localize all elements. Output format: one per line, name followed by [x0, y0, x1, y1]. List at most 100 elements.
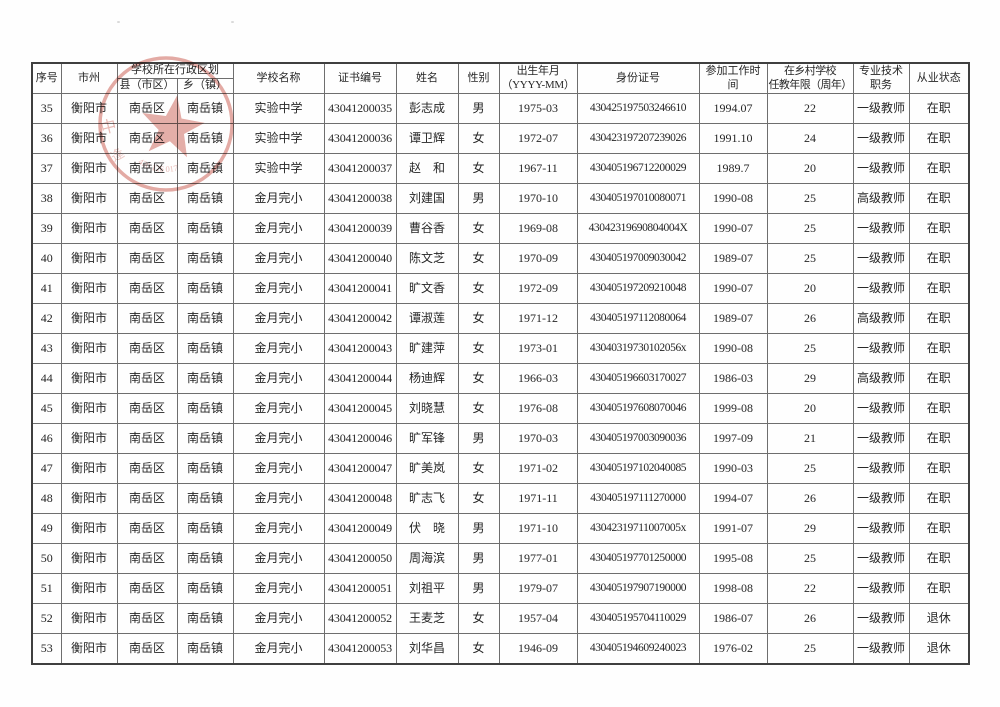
cell-title: 高级教师 — [852, 183, 910, 214]
table-row: 44 衡阳市 南岳区 南岳镇 金月完小 43041200044 杨迪辉女 1966-03 430… — [31, 363, 970, 394]
cell-years: 20 — [766, 153, 854, 184]
cell-years: 25 — [766, 333, 854, 364]
cell-town: 南岳镇 — [176, 453, 234, 484]
cell-work-start: 1990-08 — [698, 333, 768, 364]
header-index: 序号 — [31, 62, 62, 94]
cell-id-no: 430405197209210048 — [576, 273, 700, 304]
cell-town: 南岳镇 — [176, 603, 234, 634]
cell-id-no: 430405197010080071 — [576, 183, 700, 214]
cell-county: 南岳区 — [116, 363, 178, 394]
cell-id-no: 430405197701250000 — [576, 543, 700, 574]
cell-birth: 1969-08 — [498, 213, 578, 244]
cell-years: 29 — [766, 513, 854, 544]
cell-title: 一级教师 — [852, 633, 910, 665]
header-admin-division: 学校所在行政区划 — [116, 62, 234, 79]
cell-years: 24 — [766, 123, 854, 154]
cell-county: 南岳区 — [116, 543, 178, 574]
cell-gender: 男 — [457, 573, 500, 604]
cell-status: 退休 — [908, 603, 970, 634]
cell-school: 实验中学 — [232, 93, 325, 124]
cell-school: 实验中学 — [232, 153, 325, 184]
cell-status: 在职 — [908, 213, 970, 244]
cell-school: 金月完小 — [232, 243, 325, 274]
cell-city: 衡阳市 — [60, 333, 118, 364]
cell-years: 25 — [766, 633, 854, 665]
cell-work-start: 1990-07 — [698, 273, 768, 304]
cell-work-start: 1994.07 — [698, 93, 768, 124]
cell-name: 旷军锋 — [395, 423, 459, 454]
cell-title: 一级教师 — [852, 423, 910, 454]
table-row: 40 衡阳市 南岳区 南岳镇 金月完小 43041200040 陈文芝女 1970-09 430… — [31, 243, 970, 274]
cell-cert-no: 43041200038 — [323, 183, 397, 214]
table-row: 46 衡阳市 南岳区 南岳镇 金月完小 43041200046 旷军锋男 1970-03 430… — [31, 423, 970, 454]
cell-gender: 女 — [457, 363, 500, 394]
cell-title: 一级教师 — [852, 153, 910, 184]
cell-id-no: 43042319690804004X — [576, 213, 700, 244]
cell-birth: 1970-03 — [498, 423, 578, 454]
cell-cert-no: 43041200040 — [323, 243, 397, 274]
cell-years: 20 — [766, 393, 854, 424]
cell-gender: 女 — [457, 453, 500, 484]
cell-gender: 女 — [457, 483, 500, 514]
cell-town: 南岳镇 — [176, 153, 234, 184]
cell-gender: 女 — [457, 603, 500, 634]
cell-title: 一级教师 — [852, 513, 910, 544]
cell-name: 刘建国 — [395, 183, 459, 214]
cell-name: 旷志飞 — [395, 483, 459, 514]
cell-title: 高级教师 — [852, 363, 910, 394]
cell-city: 衡阳市 — [60, 213, 118, 244]
table-row: 48 衡阳市 南岳区 南岳镇 金月完小 43041200048 旷志飞女 1971-11 430… — [31, 483, 970, 514]
cell-years: 29 — [766, 363, 854, 394]
cell-county: 南岳区 — [116, 153, 178, 184]
cell-birth: 1973-01 — [498, 333, 578, 364]
cell-school: 金月完小 — [232, 483, 325, 514]
cell-index: 45 — [31, 393, 62, 424]
cell-county: 南岳区 — [116, 573, 178, 604]
cell-town: 南岳镇 — [176, 123, 234, 154]
cell-years: 26 — [766, 303, 854, 334]
cell-status: 在职 — [908, 243, 970, 274]
cell-name: 伏 晓 — [395, 513, 459, 544]
cell-cert-no: 43041200039 — [323, 213, 397, 244]
cell-gender: 男 — [457, 93, 500, 124]
cell-work-start: 1989-07 — [698, 243, 768, 274]
table-body: 35 衡阳市 南岳区 南岳镇 实验中学 43041200035 彭志成男 1975-03 430… — [31, 93, 970, 665]
table-row: 52 衡阳市 南岳区 南岳镇 金月完小 43041200052 王麦芝女 1957-04 430… — [31, 603, 970, 634]
cell-index: 48 — [31, 483, 62, 514]
cell-name: 旷美岚 — [395, 453, 459, 484]
cell-county: 南岳区 — [116, 393, 178, 424]
cell-town: 南岳镇 — [176, 303, 234, 334]
cell-years: 22 — [766, 573, 854, 604]
cell-id-no: 430405197112080064 — [576, 303, 700, 334]
table-row: 42 衡阳市 南岳区 南岳镇 金月完小 43041200042 谭淑莲女 1971-12 430… — [31, 303, 970, 334]
cell-gender: 女 — [457, 153, 500, 184]
cell-gender: 男 — [457, 513, 500, 544]
cell-id-no: 430405195704110029 — [576, 603, 700, 634]
cell-city: 衡阳市 — [60, 363, 118, 394]
cell-name: 彭志成 — [395, 93, 459, 124]
cell-cert-no: 43041200041 — [323, 273, 397, 304]
cell-birth: 1972-07 — [498, 123, 578, 154]
cell-years: 25 — [766, 213, 854, 244]
cell-id-no: 430405197608070046 — [576, 393, 700, 424]
header-gender: 性别 — [457, 62, 500, 94]
cell-birth: 1971-11 — [498, 483, 578, 514]
header-work-start: 参加工作时 间 — [698, 62, 768, 94]
cell-name: 刘祖平 — [395, 573, 459, 604]
cell-city: 衡阳市 — [60, 423, 118, 454]
cell-status: 在职 — [908, 93, 970, 124]
cell-title: 一级教师 — [852, 273, 910, 304]
cell-id-no: 430405197003090036 — [576, 423, 700, 454]
cell-work-start: 1994-07 — [698, 483, 768, 514]
cell-town: 南岳镇 — [176, 363, 234, 394]
cell-city: 衡阳市 — [60, 183, 118, 214]
table-row: 47 衡阳市 南岳区 南岳镇 金月完小 43041200047 旷美岚女 1971-02 430… — [31, 453, 970, 484]
cell-work-start: 1990-07 — [698, 213, 768, 244]
cell-birth: 1975-03 — [498, 93, 578, 124]
header-status: 从业状态 — [908, 62, 970, 94]
cell-id-no: 430405194609240023 — [576, 633, 700, 665]
cell-title: 一级教师 — [852, 213, 910, 244]
cell-work-start: 1991-07 — [698, 513, 768, 544]
cell-years: 20 — [766, 273, 854, 304]
